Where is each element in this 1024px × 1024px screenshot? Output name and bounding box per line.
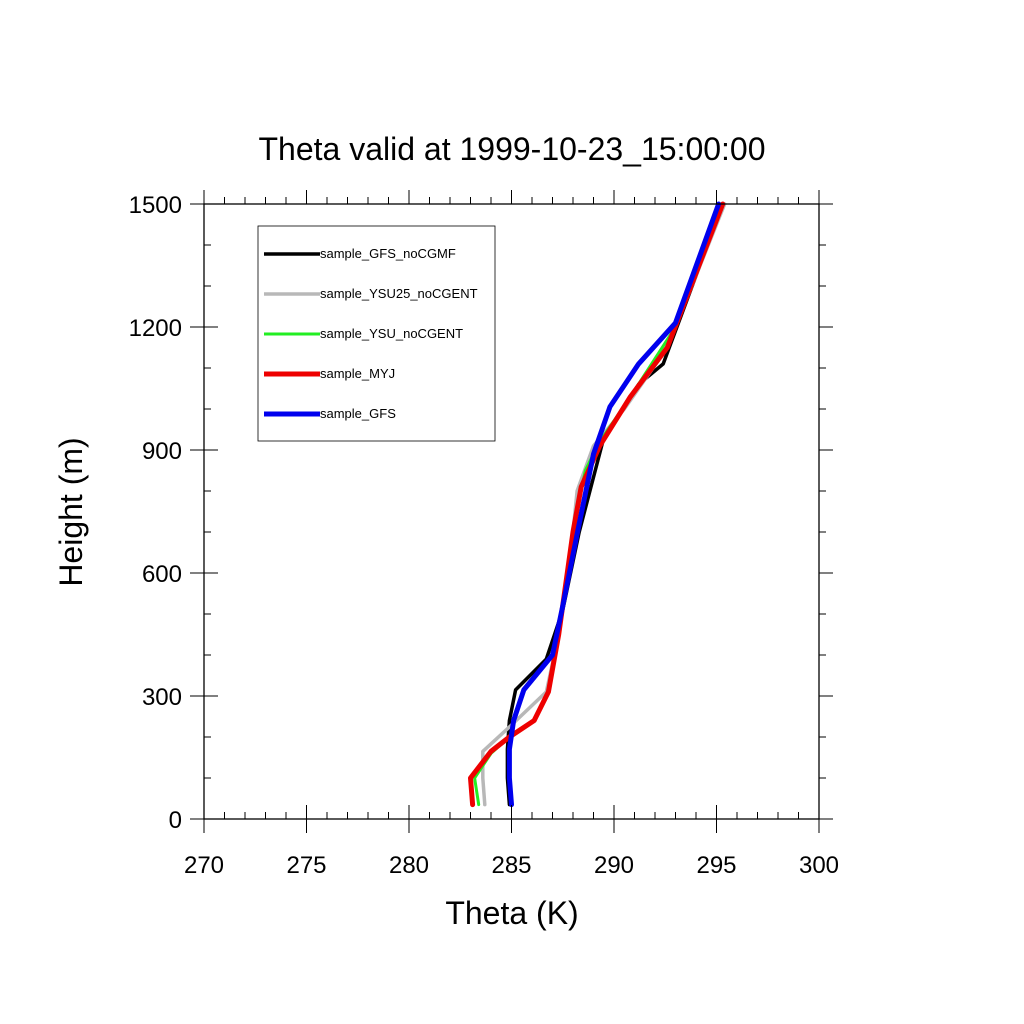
y-axis-label: Height (m): [53, 437, 89, 586]
legend: sample_GFS_noCGMF sample_YSU25_noCGENTsam…: [257, 225, 496, 442]
y-tick-label: 600: [142, 561, 182, 588]
y-tick-label: 1200: [129, 315, 182, 342]
plot-series-group: [468, 201, 727, 808]
x-tick-label: 270: [184, 852, 224, 879]
legend-label-sample_GFS: sample_GFS: [320, 406, 396, 421]
legend-label-sample_YSU25_noCGENT: sample_YSU25_noCGENT: [320, 286, 478, 301]
legend-label-sample_YSU_noCGENT: sample_YSU_noCGENT: [320, 326, 463, 341]
y-tick-label: 1500: [129, 192, 182, 219]
axis-tick-labels: 270 275 280 285 290 295 300 0 300 600 900 1200 1500: [129, 192, 839, 879]
y-tick-label: 900: [142, 438, 182, 465]
x-tick-label: 295: [696, 852, 736, 879]
y-tick-label: 0: [169, 807, 182, 834]
y-tick-label: 300: [142, 684, 182, 711]
axis-ticks: [190, 190, 833, 833]
x-tick-label: 280: [389, 852, 429, 879]
x-axis-label: Theta (K): [445, 895, 578, 931]
legend-label-sample_MYJ: sample_MYJ: [320, 366, 395, 381]
series-line-sample_GFS: [506, 201, 722, 808]
x-tick-label: 275: [286, 852, 326, 879]
chart-title: Theta valid at 1999-10-23_15:00:00: [258, 131, 765, 167]
legend-label-sample_GFS_noCGMF: sample_GFS_noCGMF: [320, 246, 456, 261]
x-tick-label: 285: [491, 852, 531, 879]
x-tick-label: 300: [799, 852, 839, 879]
x-tick-label: 290: [594, 852, 634, 879]
